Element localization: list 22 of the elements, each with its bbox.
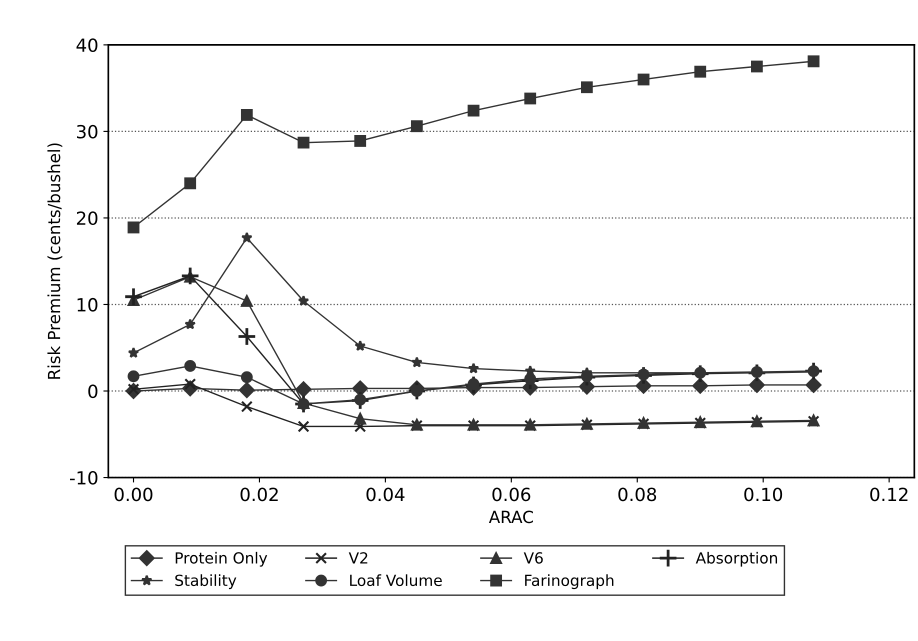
x-tick-label: 0.06 — [492, 488, 530, 502]
y-tick-label: 0 — [88, 384, 98, 398]
y-tick-label: 40 — [76, 38, 98, 52]
legend-label: Absorption — [696, 552, 778, 567]
legend-label: V6 — [524, 552, 543, 564]
x-tick-label: 0.10 — [744, 488, 782, 502]
legend-label: Loaf Volume — [350, 574, 442, 586]
x-tick-label: 0.08 — [618, 488, 656, 502]
y-tick-label: 20 — [76, 211, 98, 226]
x-axis-title: ARAC — [488, 510, 533, 524]
x-tick-label: 0.04 — [366, 488, 404, 502]
x-tick-label: 0.12 — [870, 488, 908, 502]
legend-label: Stability — [175, 574, 236, 590]
y-axis-title: Risk Premium (cents/bushel) — [47, 143, 62, 379]
y-tick-label: -10 — [70, 471, 98, 485]
y-tick-label: 30 — [77, 124, 98, 139]
legend-label: V2 — [348, 552, 368, 564]
x-tick-label: 0.00 — [114, 488, 152, 502]
y-tick-label: 10 — [78, 298, 98, 312]
legend-label: Protein Only — [176, 552, 268, 567]
legend-label: Farinograph — [525, 574, 614, 590]
x-tick-label: 0.02 — [240, 488, 278, 502]
